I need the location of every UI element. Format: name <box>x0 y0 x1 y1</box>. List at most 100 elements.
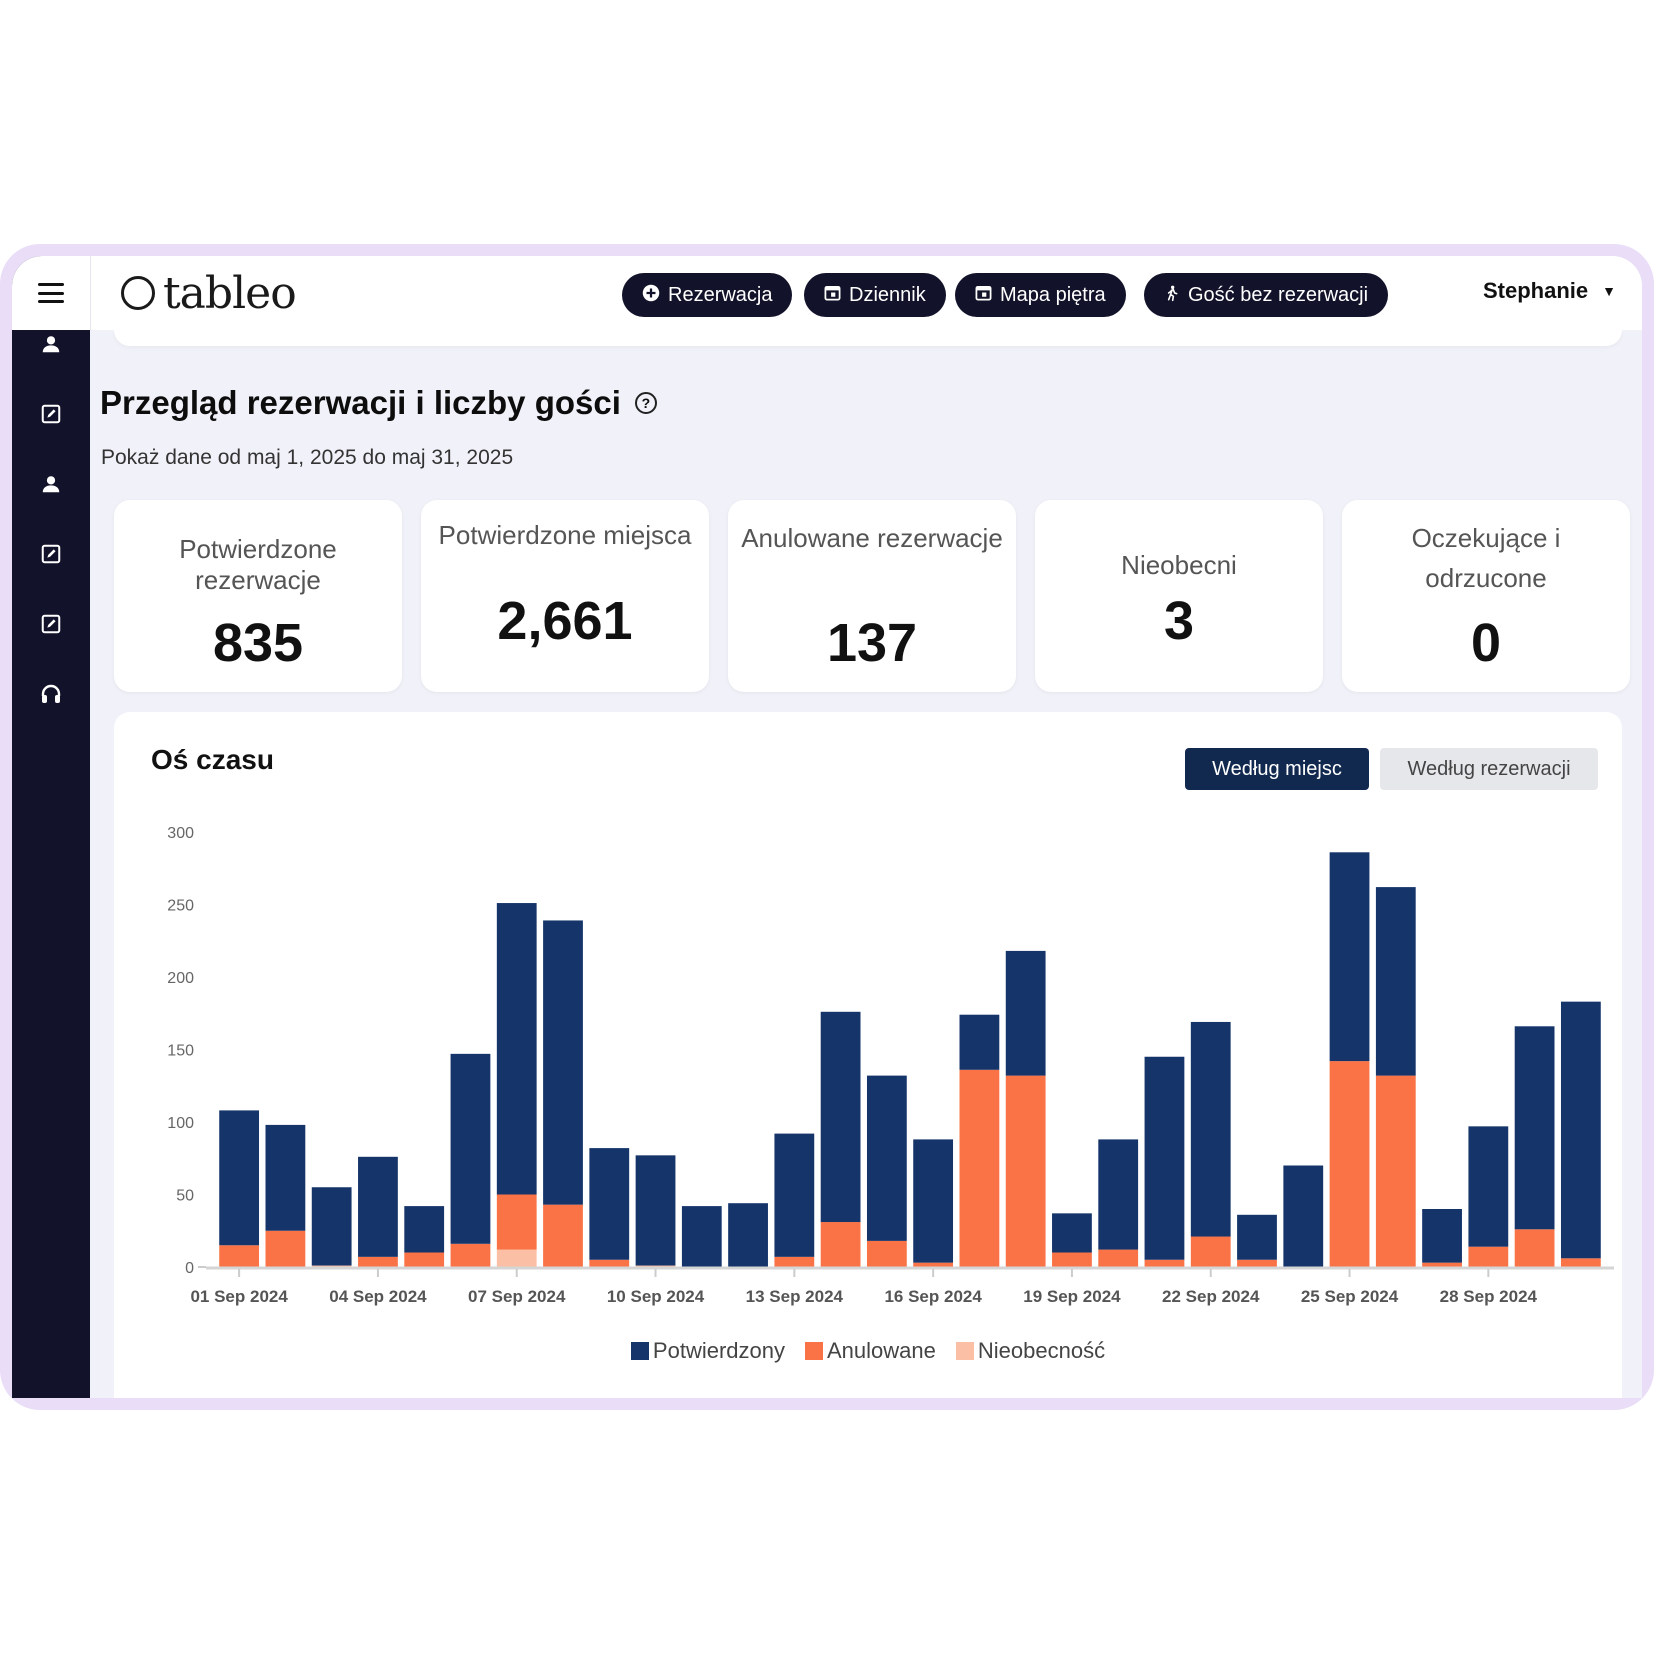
bar-segment[interactable] <box>496 1194 537 1250</box>
bar-segment[interactable] <box>1098 1249 1139 1267</box>
stat-value: 3 <box>1163 591 1195 651</box>
plus-circle-icon <box>642 284 660 307</box>
stat-label: Nieobecni <box>1121 550 1237 580</box>
bar-segment[interactable] <box>1422 1209 1462 1263</box>
bar-segment[interactable] <box>219 1110 260 1246</box>
bar-segment[interactable] <box>543 1204 583 1267</box>
bar-segment[interactable] <box>1190 1021 1231 1237</box>
hamburger-menu-icon[interactable] <box>38 283 64 303</box>
timeline-title: Oś czasu <box>151 744 274 775</box>
bar-segment[interactable] <box>265 1230 306 1267</box>
floor-map-button[interactable]: Mapa piętra <box>955 273 1126 317</box>
logo-text: tableo <box>163 267 297 319</box>
bar-segment[interactable] <box>450 1243 491 1267</box>
device-frame: tableo Rezerwacja Dziennik Mapa piętra <box>0 244 1654 1410</box>
user-menu[interactable]: Stephanie ▼ <box>1483 278 1616 304</box>
bar-segment[interactable] <box>1375 887 1416 1076</box>
bar-segment[interactable] <box>1005 950 1046 1076</box>
bar-segment[interactable] <box>404 1252 445 1268</box>
bar-segment[interactable] <box>1005 1075 1046 1267</box>
stat-card-confirmed-reservations: Potwierdzone rezerwacje 835 <box>114 500 402 692</box>
by-reservations-toggle[interactable]: Według rezerwacji <box>1380 748 1598 790</box>
bar-segment[interactable] <box>1375 1075 1416 1267</box>
bar-segment[interactable] <box>774 1133 815 1257</box>
stat-label: Anulowane rezerwacje <box>741 523 1003 553</box>
bar-segment[interactable] <box>866 1240 907 1267</box>
bar-segment[interactable] <box>1283 1165 1324 1268</box>
sidebar-headset-icon[interactable] <box>37 680 65 708</box>
x-tick-label: 10 Sep 2024 <box>607 1287 705 1306</box>
sidebar-edit-icon[interactable] <box>37 610 65 638</box>
top-header: tableo Rezerwacja Dziennik Mapa piętra <box>90 256 1642 330</box>
bar-segment[interactable] <box>1422 1262 1462 1267</box>
stat-card-confirmed-seats: Potwierdzone miejsca 2,661 <box>421 500 709 692</box>
bar-segment[interactable] <box>1468 1126 1509 1247</box>
sidebar-edit-icon[interactable] <box>37 400 65 428</box>
bar-segment[interactable] <box>311 1187 352 1266</box>
page-title-text: Przegląd rezerwacji i liczby gości <box>100 384 621 421</box>
tableo-logo[interactable]: tableo <box>121 267 297 319</box>
bar-segment[interactable] <box>913 1262 954 1267</box>
stat-value: 0 <box>1470 613 1502 673</box>
bar-segment[interactable] <box>219 1245 260 1267</box>
bar-segment[interactable] <box>1052 1213 1092 1253</box>
legend-item-no-show[interactable]: Nieobecność <box>955 1338 1106 1364</box>
bar-segment[interactable] <box>1329 852 1370 1062</box>
sidebar-user-icon[interactable] <box>37 470 65 498</box>
new-reservation-button[interactable]: Rezerwacja <box>622 273 793 317</box>
bar-segment[interactable] <box>1237 1214 1277 1260</box>
bar-segment[interactable] <box>358 1156 398 1257</box>
bar-segment[interactable] <box>450 1053 491 1244</box>
bar-segment[interactable] <box>959 1069 1000 1267</box>
bar-segment[interactable] <box>589 1148 630 1260</box>
bar-segment[interactable] <box>1514 1229 1555 1267</box>
bar-segment[interactable] <box>1144 1056 1185 1260</box>
sidebar-user-icon[interactable] <box>37 330 65 358</box>
bar-segment[interactable] <box>265 1124 306 1231</box>
help-icon[interactable]: ? <box>634 392 657 414</box>
bar-segment[interactable] <box>681 1206 722 1267</box>
bar-segment[interactable] <box>311 1265 352 1267</box>
legend-swatch <box>805 1342 823 1360</box>
bar-segment[interactable] <box>959 1014 1000 1070</box>
bar-segment[interactable] <box>358 1256 398 1267</box>
legend-label: Nieobecność <box>977 1338 1106 1363</box>
bar-segment[interactable] <box>543 920 583 1205</box>
bar-segment[interactable] <box>635 1265 676 1267</box>
bar-segment[interactable] <box>404 1206 445 1253</box>
bar-segment[interactable] <box>496 903 537 1195</box>
stat-card-pending-rejected: Oczekujące i odrzucone 0 <box>1342 500 1630 692</box>
bar-segment[interactable] <box>1560 1001 1601 1259</box>
bar-segment[interactable] <box>1098 1139 1139 1250</box>
journal-button[interactable]: Dziennik <box>804 273 946 317</box>
bar-segment[interactable] <box>1514 1026 1555 1230</box>
bar-segment[interactable] <box>589 1259 630 1267</box>
bar-segment[interactable] <box>728 1203 768 1267</box>
bar-segment[interactable] <box>774 1256 815 1267</box>
bar-segment[interactable] <box>1329 1061 1370 1267</box>
logo-ring-icon <box>121 276 155 310</box>
calendar-icon <box>824 284 841 306</box>
bar-segment[interactable] <box>820 1011 861 1223</box>
bar-segment[interactable] <box>913 1139 954 1263</box>
legend-item-confirmed[interactable]: Potwierdzony <box>630 1338 785 1364</box>
sidebar-edit-icon[interactable] <box>37 540 65 568</box>
bar-segment[interactable] <box>496 1249 537 1267</box>
stat-card-no-shows: Nieobecni 3 <box>1035 500 1323 692</box>
stat-value: 835 <box>212 613 304 673</box>
stat-card-cancelled-reservations: Anulowane rezerwacje 137 <box>728 500 1016 692</box>
bar-segment[interactable] <box>1190 1236 1231 1267</box>
calendar-icon <box>975 284 992 306</box>
bar-segment[interactable] <box>635 1155 676 1266</box>
bar-segment[interactable] <box>1052 1252 1092 1268</box>
bar-segment[interactable] <box>820 1222 861 1267</box>
stat-label: Oczekujące i odrzucone <box>1411 523 1561 594</box>
bar-segment[interactable] <box>1560 1258 1601 1267</box>
bar-segment[interactable] <box>1237 1259 1277 1267</box>
bar-segment[interactable] <box>1468 1246 1509 1267</box>
walk-in-button[interactable]: Gość bez rezerwacji <box>1144 273 1389 317</box>
bar-segment[interactable] <box>1144 1259 1185 1267</box>
by-seats-toggle[interactable]: Według miejsc <box>1185 748 1369 790</box>
bar-segment[interactable] <box>866 1075 907 1241</box>
legend-item-cancelled[interactable]: Anulowane <box>805 1338 936 1364</box>
